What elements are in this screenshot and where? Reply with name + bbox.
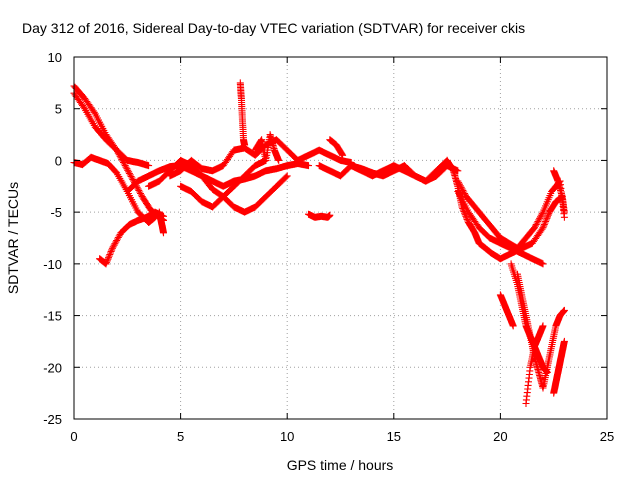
series-arc-10 <box>236 79 249 149</box>
x-tick-label: 10 <box>280 429 294 444</box>
series-arc-11 <box>251 131 283 164</box>
series-arc-23 <box>496 291 517 330</box>
series-arc-15 <box>347 156 451 185</box>
x-tick-label: 5 <box>177 429 184 444</box>
series-arc-5 <box>155 208 167 237</box>
series-arc-12 <box>305 210 334 221</box>
chart-title: Day 312 of 2016, Sidereal Day-to-day VTE… <box>22 20 525 36</box>
series-layer <box>70 79 568 407</box>
x-tick-label: 0 <box>70 429 77 444</box>
series-arc-6 <box>123 160 312 195</box>
series-arc-2 <box>70 89 153 170</box>
y-tick-labels: 10 5 0 -5 -10 -15 -20 -25 <box>43 50 62 427</box>
y-tick-label: -15 <box>43 309 62 324</box>
x-tick-label: 25 <box>600 429 614 444</box>
x-tick-label: 20 <box>493 429 507 444</box>
y-tick-label: 10 <box>48 50 62 65</box>
y-tick-label: -20 <box>43 360 62 375</box>
tick-marks <box>73 56 608 420</box>
y-tick-label: 5 <box>55 102 62 117</box>
y-tick-label: -10 <box>43 257 62 272</box>
series-arc-22 <box>550 337 568 397</box>
x-tick-label: 15 <box>387 429 401 444</box>
series-arc-24 <box>550 167 568 216</box>
series-arc-7 <box>145 156 291 216</box>
y-tick-label: -25 <box>43 412 62 427</box>
x-tick-labels: 0 5 10 15 20 25 <box>70 429 614 444</box>
y-tick-label: -5 <box>50 205 62 220</box>
series-arc-21 <box>522 322 547 407</box>
y-tick-label: 0 <box>55 153 62 168</box>
x-axis-label: GPS time / hours <box>287 457 394 473</box>
plot-frame <box>73 56 608 420</box>
series-arc-14 <box>326 136 347 159</box>
series-arc-9 <box>177 156 270 211</box>
grid-lines <box>74 57 607 419</box>
y-axis-label: SDTVAR / TECUs <box>5 182 21 294</box>
